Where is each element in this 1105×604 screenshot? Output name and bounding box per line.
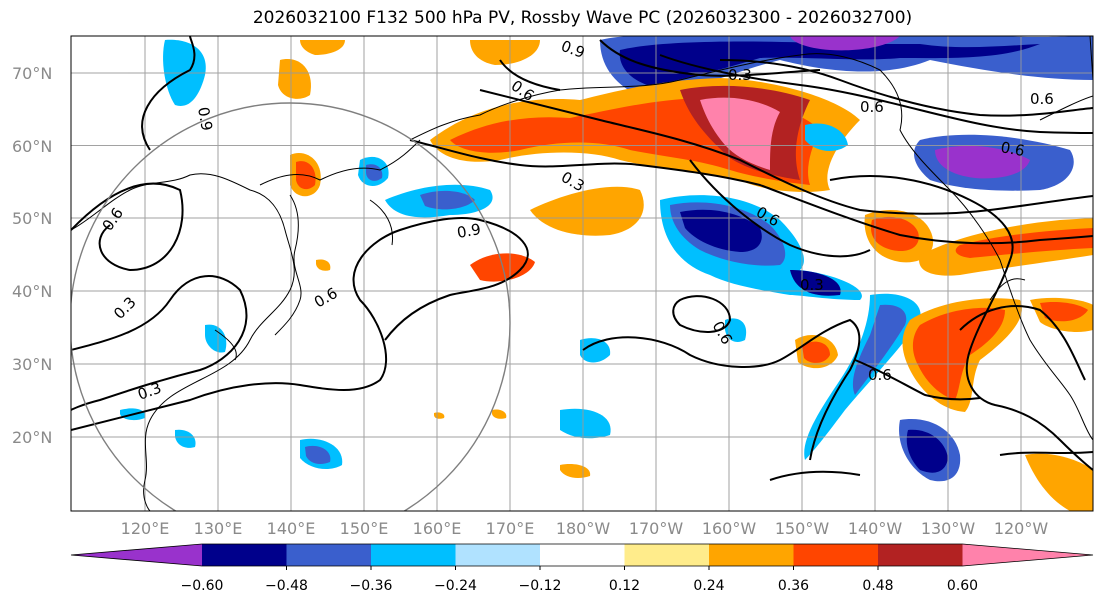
colorbar-segment — [793, 544, 879, 566]
contour-label: 0.3 — [728, 66, 752, 84]
lon-label: 140°E — [267, 519, 316, 538]
lon-label: 130°W — [921, 519, 976, 538]
map-title: 2026032100 F132 500 hPa PV, Rossby Wave … — [252, 8, 913, 28]
region-circle — [71, 102, 511, 511]
colorbar-outline — [70, 543, 1094, 567]
colorbar-segment — [709, 544, 794, 566]
contour-label: 0.6 — [1030, 90, 1054, 108]
colorbar-tick: −0.36 — [350, 578, 393, 594]
contour-label: 0.6 — [999, 138, 1026, 160]
lat-label: 70°N — [12, 64, 52, 83]
lon-label: 160°E — [413, 519, 462, 538]
lat-label: 50°N — [12, 209, 52, 228]
contour-label: 0.6 — [868, 366, 892, 384]
colorbar-tick: 0.48 — [862, 578, 893, 594]
lon-label: 120°E — [121, 519, 170, 538]
colorbar-tick-labels: −0.60 −0.48 −0.36 −0.24 −0.12 0.12 0.24 … — [181, 578, 979, 594]
colorbar-tick: −0.24 — [434, 578, 477, 594]
lat-label: 60°N — [12, 137, 52, 156]
lon-label: 150°W — [775, 519, 830, 538]
colorbar-extend-max — [962, 544, 1093, 566]
pv-anomaly-fill — [120, 36, 1093, 511]
colorbar-tick: 0.36 — [778, 578, 809, 594]
colorbar-tick: −0.12 — [519, 578, 562, 594]
colorbar-segment — [455, 544, 541, 566]
colorbar — [70, 543, 1094, 570]
colorbar-segment — [371, 544, 456, 566]
lon-label: 160°W — [702, 519, 757, 538]
lon-label: 170°E — [486, 519, 535, 538]
longitude-labels: 120°E 130°E 140°E 150°E 160°E 170°E 180°… — [121, 519, 1049, 538]
colorbar-tick: −0.48 — [265, 578, 308, 594]
lon-label: 120°W — [994, 519, 1049, 538]
lon-label: 180°W — [556, 519, 611, 538]
map-frame — [70, 35, 1094, 512]
colorbar-tick: −0.60 — [181, 578, 224, 594]
colorbar-segment — [202, 544, 287, 566]
lon-label: 140°W — [848, 519, 903, 538]
lat-label: 20°N — [12, 428, 52, 447]
colorbar-tick: 0.24 — [693, 578, 724, 594]
coastlines — [71, 36, 1093, 511]
contour-label: 0.9 — [456, 220, 483, 242]
contour-label: 0.6 — [860, 98, 884, 116]
contour-label: 0.3 — [800, 276, 824, 294]
colorbar-tick: 0.60 — [947, 578, 978, 594]
lat-label: 30°N — [12, 355, 52, 374]
colorbar-segment — [624, 544, 710, 566]
colorbar-segment — [540, 544, 625, 566]
lat-label: 40°N — [12, 282, 52, 301]
lon-label: 130°E — [194, 519, 243, 538]
lon-label: 170°W — [629, 519, 684, 538]
lon-label: 150°E — [340, 519, 389, 538]
colorbar-tick: 0.12 — [609, 578, 640, 594]
contour-label: 0.9 — [194, 106, 216, 133]
colorbar-extend-min — [71, 544, 202, 566]
latitude-labels: 70°N 60°N 50°N 40°N 30°N 20°N — [12, 64, 52, 447]
pv-contours — [71, 36, 1093, 481]
colorbar-segment — [878, 544, 963, 566]
colorbar-segment — [286, 544, 372, 566]
